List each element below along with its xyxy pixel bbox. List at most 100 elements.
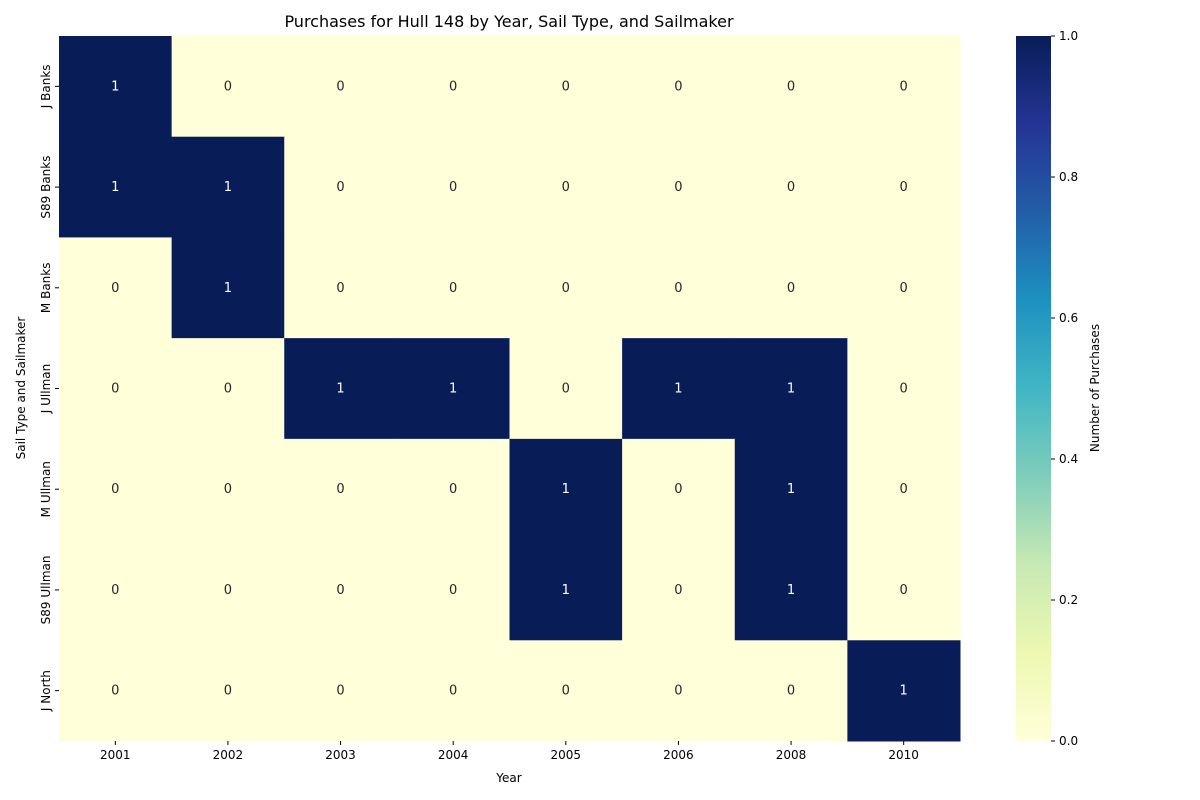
colorbar <box>1016 36 1051 741</box>
cell-value-label: 0 <box>449 583 457 598</box>
cell-value-label: 0 <box>900 281 908 296</box>
cell-value-label: 0 <box>674 180 682 195</box>
cell-value-label: 0 <box>449 281 457 296</box>
heatmap-cell <box>622 438 736 541</box>
heatmap-cell <box>847 338 961 440</box>
x-tick-label: 2004 <box>438 748 469 762</box>
heatmap-cell <box>396 36 510 138</box>
heatmap-cell <box>734 136 848 238</box>
heatmap-cell <box>622 36 736 138</box>
heatmap-cell <box>734 539 848 641</box>
colorbar-tick-label: 0.0 <box>1059 734 1078 748</box>
cell-value-label: 1 <box>111 79 119 94</box>
heatmap-cell <box>847 438 961 541</box>
cell-value-label: 1 <box>562 583 570 598</box>
cell-value-label: 0 <box>224 583 232 598</box>
heatmap-cell <box>59 237 173 339</box>
heatmap-cell <box>171 438 285 541</box>
heatmap-cell <box>171 36 285 138</box>
heatmap-cell <box>847 640 961 742</box>
cell-value-label: 0 <box>224 684 232 699</box>
cell-value-label: 0 <box>674 684 682 699</box>
heatmap-cell <box>284 36 398 138</box>
colorbar-label: Number of Purchases <box>1088 324 1102 452</box>
cell-value-label: 0 <box>900 180 908 195</box>
cell-value-label: 1 <box>900 684 908 699</box>
cell-value-label: 0 <box>674 79 682 94</box>
colorbar-tick-label: 1.0 <box>1059 29 1078 43</box>
x-tick-label: 2001 <box>100 748 131 762</box>
heatmap-cell <box>171 136 285 238</box>
cell-value-label: 0 <box>336 180 344 195</box>
cell-value-label: 0 <box>336 482 344 497</box>
heatmap-cell <box>509 136 623 238</box>
cell-value-label: 0 <box>449 684 457 699</box>
heatmap-cell <box>509 438 623 541</box>
heatmap-cell <box>622 640 736 742</box>
heatmap-cell <box>734 237 848 339</box>
cell-value-label: 0 <box>336 684 344 699</box>
cell-value-label: 1 <box>674 382 682 397</box>
heatmap-cell <box>396 136 510 238</box>
cell-value-label: 0 <box>224 382 232 397</box>
heatmap-cell <box>284 338 398 440</box>
heatmap-cell <box>284 640 398 742</box>
heatmap-cell <box>509 338 623 440</box>
heatmap-cell <box>171 338 285 440</box>
cell-value-label: 0 <box>449 180 457 195</box>
heatmap-cell <box>171 640 285 742</box>
cell-value-label: 0 <box>111 281 119 296</box>
x-tick-label: 2005 <box>551 748 582 762</box>
cell-value-label: 0 <box>562 382 570 397</box>
heatmap-cell <box>509 237 623 339</box>
heatmap-cell <box>396 640 510 742</box>
heatmap-cell <box>284 539 398 641</box>
cell-value-label: 0 <box>674 583 682 598</box>
y-tick-label: J Ullman <box>39 364 53 414</box>
heatmap-cell <box>59 539 173 641</box>
cell-value-label: 0 <box>111 583 119 598</box>
heatmap-cell <box>509 36 623 138</box>
cell-value-label: 0 <box>562 684 570 699</box>
cell-value-label: 0 <box>449 482 457 497</box>
heatmap-cell <box>847 539 961 641</box>
cell-value-label: 1 <box>787 482 795 497</box>
heatmap-cell <box>284 237 398 339</box>
x-tick-label: 2010 <box>888 748 919 762</box>
cell-value-label: 0 <box>787 281 795 296</box>
heatmap-cells: 1 0 0 0 0 0 0 0 1 1 0 0 0 0 0 0 0 1 0 0 0 0 0 0 0 0 1 1 0 1 1 0 0 0 0 0 1 0 1 0… <box>59 36 961 742</box>
colorbar-tick-label: 0.6 <box>1059 311 1078 325</box>
cell-value-label: 0 <box>787 180 795 195</box>
x-tick-label: 2008 <box>776 748 807 762</box>
cell-value-label: 0 <box>900 79 908 94</box>
cell-value-label: 0 <box>674 281 682 296</box>
x-axis-label: Year <box>495 771 521 785</box>
heatmap-cell <box>171 539 285 641</box>
heatmap-cell <box>59 36 173 138</box>
cell-value-label: 0 <box>336 583 344 598</box>
heatmap-cell <box>396 438 510 541</box>
y-tick-label: M Ullman <box>39 461 53 517</box>
cell-value-label: 0 <box>562 180 570 195</box>
cell-value-label: 0 <box>562 79 570 94</box>
heatmap-cell <box>847 36 961 138</box>
cell-value-label: 1 <box>224 180 232 195</box>
heatmap-cell <box>59 338 173 440</box>
heatmap-cell <box>622 136 736 238</box>
x-tick-label: 2006 <box>663 748 694 762</box>
heatmap-cell <box>734 438 848 541</box>
heatmap-cell <box>622 539 736 641</box>
cell-value-label: 1 <box>224 281 232 296</box>
cell-value-label: 0 <box>449 79 457 94</box>
heatmap-cell <box>396 237 510 339</box>
heatmap-cell <box>622 338 736 440</box>
y-axis: J Banks S89 Banks M Banks J Ullman M Ullman S… <box>39 64 59 712</box>
heatmap-cell <box>847 136 961 238</box>
heatmap-cell <box>284 438 398 541</box>
cell-value-label: 1 <box>787 583 795 598</box>
y-axis-label: Sail Type and Sailmaker <box>14 317 28 460</box>
cell-value-label: 0 <box>224 79 232 94</box>
heatmap-cell <box>59 136 173 238</box>
cell-value-label: 1 <box>562 482 570 497</box>
heatmap-cell <box>396 338 510 440</box>
